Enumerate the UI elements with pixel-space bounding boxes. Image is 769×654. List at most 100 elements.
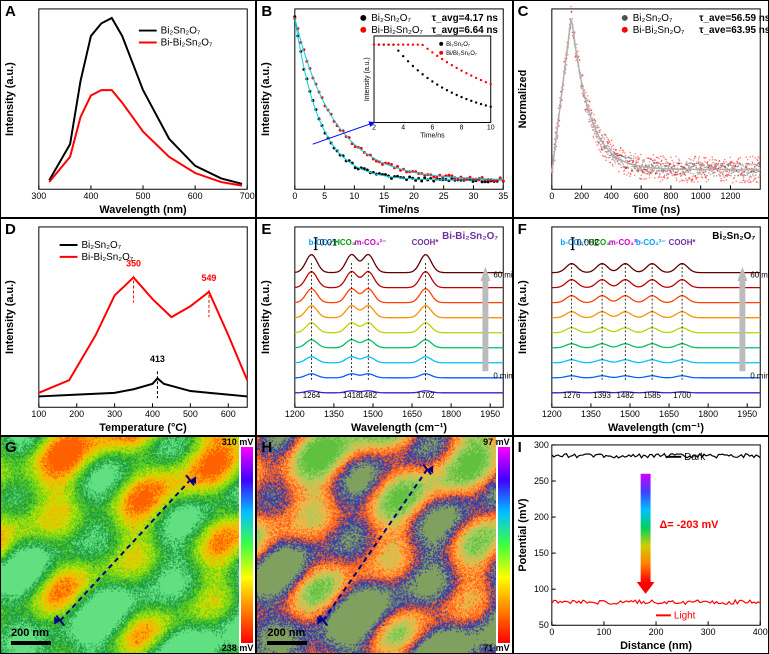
svg-text:60 min: 60 min — [750, 270, 768, 279]
svg-text:1393: 1393 — [593, 391, 611, 400]
svg-text:Time/ns: Time/ns — [421, 132, 446, 139]
panel-c: C020040060080010001200Time (ns)Normalize… — [513, 0, 769, 218]
panel-b: B05101520253035Time/nsIntensity (a.u.)Bi… — [256, 0, 512, 218]
svg-text:1702: 1702 — [417, 391, 435, 400]
panel-i: I010020030040050100150200250300Distance … — [513, 436, 769, 654]
svg-text:20: 20 — [409, 191, 419, 201]
panel-letter: H — [261, 439, 272, 456]
svg-text:Intensity (a.u.): Intensity (a.u.) — [4, 280, 16, 354]
svg-text:Bi₂Sn₂O₇: Bi₂Sn₂O₇ — [81, 240, 121, 251]
svg-text:800: 800 — [663, 191, 678, 201]
svg-text:1200: 1200 — [285, 409, 305, 419]
panel-letter: A — [5, 3, 16, 20]
svg-text:1350: 1350 — [324, 409, 344, 419]
svg-text:Normalized: Normalized — [517, 70, 529, 129]
svg-text:2: 2 — [372, 124, 376, 131]
svg-text:Potential (mV): Potential (mV) — [517, 498, 529, 571]
svg-text:60 min: 60 min — [494, 270, 512, 279]
panel-letter: G — [5, 439, 17, 456]
svg-text:COOH*: COOH* — [668, 238, 696, 247]
svg-text:Temperature (°C): Temperature (°C) — [99, 422, 187, 434]
svg-text:10: 10 — [350, 191, 360, 201]
svg-text:400: 400 — [145, 409, 160, 419]
svg-text:Intensity (a.u.): Intensity (a.u.) — [260, 62, 272, 136]
panel-h: H200 nm97 mV71 mV — [256, 436, 512, 654]
svg-text:Bi/Bi₂Sn₂O₇: Bi/Bi₂Sn₂O₇ — [446, 51, 477, 57]
svg-text:0 min: 0 min — [750, 371, 768, 380]
svg-text:100: 100 — [31, 409, 46, 419]
svg-text:Wavelength (cm⁻¹): Wavelength (cm⁻¹) — [351, 422, 447, 434]
svg-text:0: 0 — [293, 191, 298, 201]
svg-text:Time/ns: Time/ns — [379, 204, 420, 216]
svg-text:Wavelength (nm): Wavelength (nm) — [99, 204, 187, 216]
svg-text:τ_ave=56.59 ns: τ_ave=56.59 ns — [699, 13, 768, 24]
svg-text:Time (ns): Time (ns) — [632, 204, 681, 216]
svg-text:350: 350 — [126, 259, 141, 269]
svg-text:200: 200 — [648, 627, 663, 637]
svg-text:τ_avg=4.17 ns: τ_avg=4.17 ns — [432, 13, 499, 24]
svg-text:50: 50 — [539, 620, 549, 630]
svg-text:1585: 1585 — [643, 391, 661, 400]
svg-text:300: 300 — [534, 440, 549, 450]
svg-text:Light: Light — [674, 610, 696, 621]
panel-letter: F — [518, 221, 527, 238]
svg-text:400: 400 — [752, 627, 767, 637]
svg-text:300: 300 — [700, 627, 715, 637]
svg-text:6: 6 — [431, 124, 435, 131]
svg-text:Bi₂Sn₂O₇: Bi₂Sn₂O₇ — [446, 42, 470, 48]
svg-text:1482: 1482 — [616, 391, 634, 400]
svg-text:600: 600 — [188, 191, 203, 201]
svg-text:300: 300 — [107, 409, 122, 419]
svg-text:0.01: 0.01 — [320, 238, 337, 248]
svg-text:Δ= -203 mV: Δ= -203 mV — [659, 519, 719, 531]
svg-text:400: 400 — [604, 191, 619, 201]
svg-text:τ_avg=6.64 ns: τ_avg=6.64 ns — [432, 25, 499, 36]
svg-text:1800: 1800 — [442, 409, 462, 419]
svg-text:549: 549 — [202, 273, 217, 283]
svg-text:300: 300 — [31, 191, 46, 201]
svg-text:Bi₂Sn₂O₇: Bi₂Sn₂O₇ — [712, 231, 755, 242]
svg-text:Intensity (a.u.): Intensity (a.u.) — [517, 280, 529, 354]
svg-text:Bi₂Sn₂O₇: Bi₂Sn₂O₇ — [372, 13, 412, 24]
panel-a: A 300 400 500 600 700 Wavelength (nm) Intensity… — [0, 0, 256, 218]
svg-text:Bi-Bi₂Sn₂O₇: Bi-Bi₂Sn₂O₇ — [632, 25, 684, 36]
svg-text:1276: 1276 — [562, 391, 580, 400]
svg-text:1800: 1800 — [698, 409, 718, 419]
svg-text:0: 0 — [549, 627, 554, 637]
svg-text:400: 400 — [83, 191, 98, 201]
svg-text:Bi-Bi₂Sn₂O₇: Bi-Bi₂Sn₂O₇ — [161, 37, 213, 48]
svg-text:1350: 1350 — [581, 409, 601, 419]
svg-text:4: 4 — [402, 124, 406, 131]
svg-text:600: 600 — [633, 191, 648, 201]
svg-text:Bi₂Sn₂O₇: Bi₂Sn₂O₇ — [161, 26, 201, 37]
svg-text:Bi₂Sn₂O₇: Bi₂Sn₂O₇ — [632, 13, 672, 24]
svg-text:0: 0 — [549, 191, 554, 201]
svg-text:200: 200 — [574, 191, 589, 201]
panel-d: D100200300400500600Temperature (°C)Inten… — [0, 218, 256, 436]
panel-g: G200 nm310 mV238 mV — [0, 436, 256, 654]
svg-text:1482: 1482 — [360, 391, 378, 400]
svg-text:100: 100 — [534, 584, 549, 594]
svg-text:1000: 1000 — [690, 191, 710, 201]
svg-text:700: 700 — [240, 191, 255, 201]
svg-text:500: 500 — [183, 409, 198, 419]
svg-text:1700: 1700 — [673, 391, 691, 400]
svg-text:1650: 1650 — [402, 409, 422, 419]
svg-text:COOH*: COOH* — [412, 238, 440, 247]
svg-text:8: 8 — [460, 124, 464, 131]
svg-text:Intensity (a.u.): Intensity (a.u.) — [4, 62, 16, 136]
svg-text:1500: 1500 — [363, 409, 383, 419]
svg-text:500: 500 — [136, 191, 151, 201]
svg-text:Dark: Dark — [684, 452, 705, 463]
panel-f: F120013501500165018001950Wavelength (cm⁻… — [513, 218, 769, 436]
svg-text:1650: 1650 — [659, 409, 679, 419]
svg-text:Wavelength (cm⁻¹): Wavelength (cm⁻¹) — [608, 422, 704, 434]
svg-text:413: 413 — [150, 354, 165, 364]
svg-text:0.002: 0.002 — [576, 238, 598, 248]
svg-text:1950: 1950 — [481, 409, 501, 419]
svg-text:Distance (nm): Distance (nm) — [620, 640, 692, 652]
svg-text:35: 35 — [499, 191, 509, 201]
svg-text:100: 100 — [596, 627, 611, 637]
svg-text:5: 5 — [322, 191, 327, 201]
panel-letter: B — [261, 3, 272, 20]
